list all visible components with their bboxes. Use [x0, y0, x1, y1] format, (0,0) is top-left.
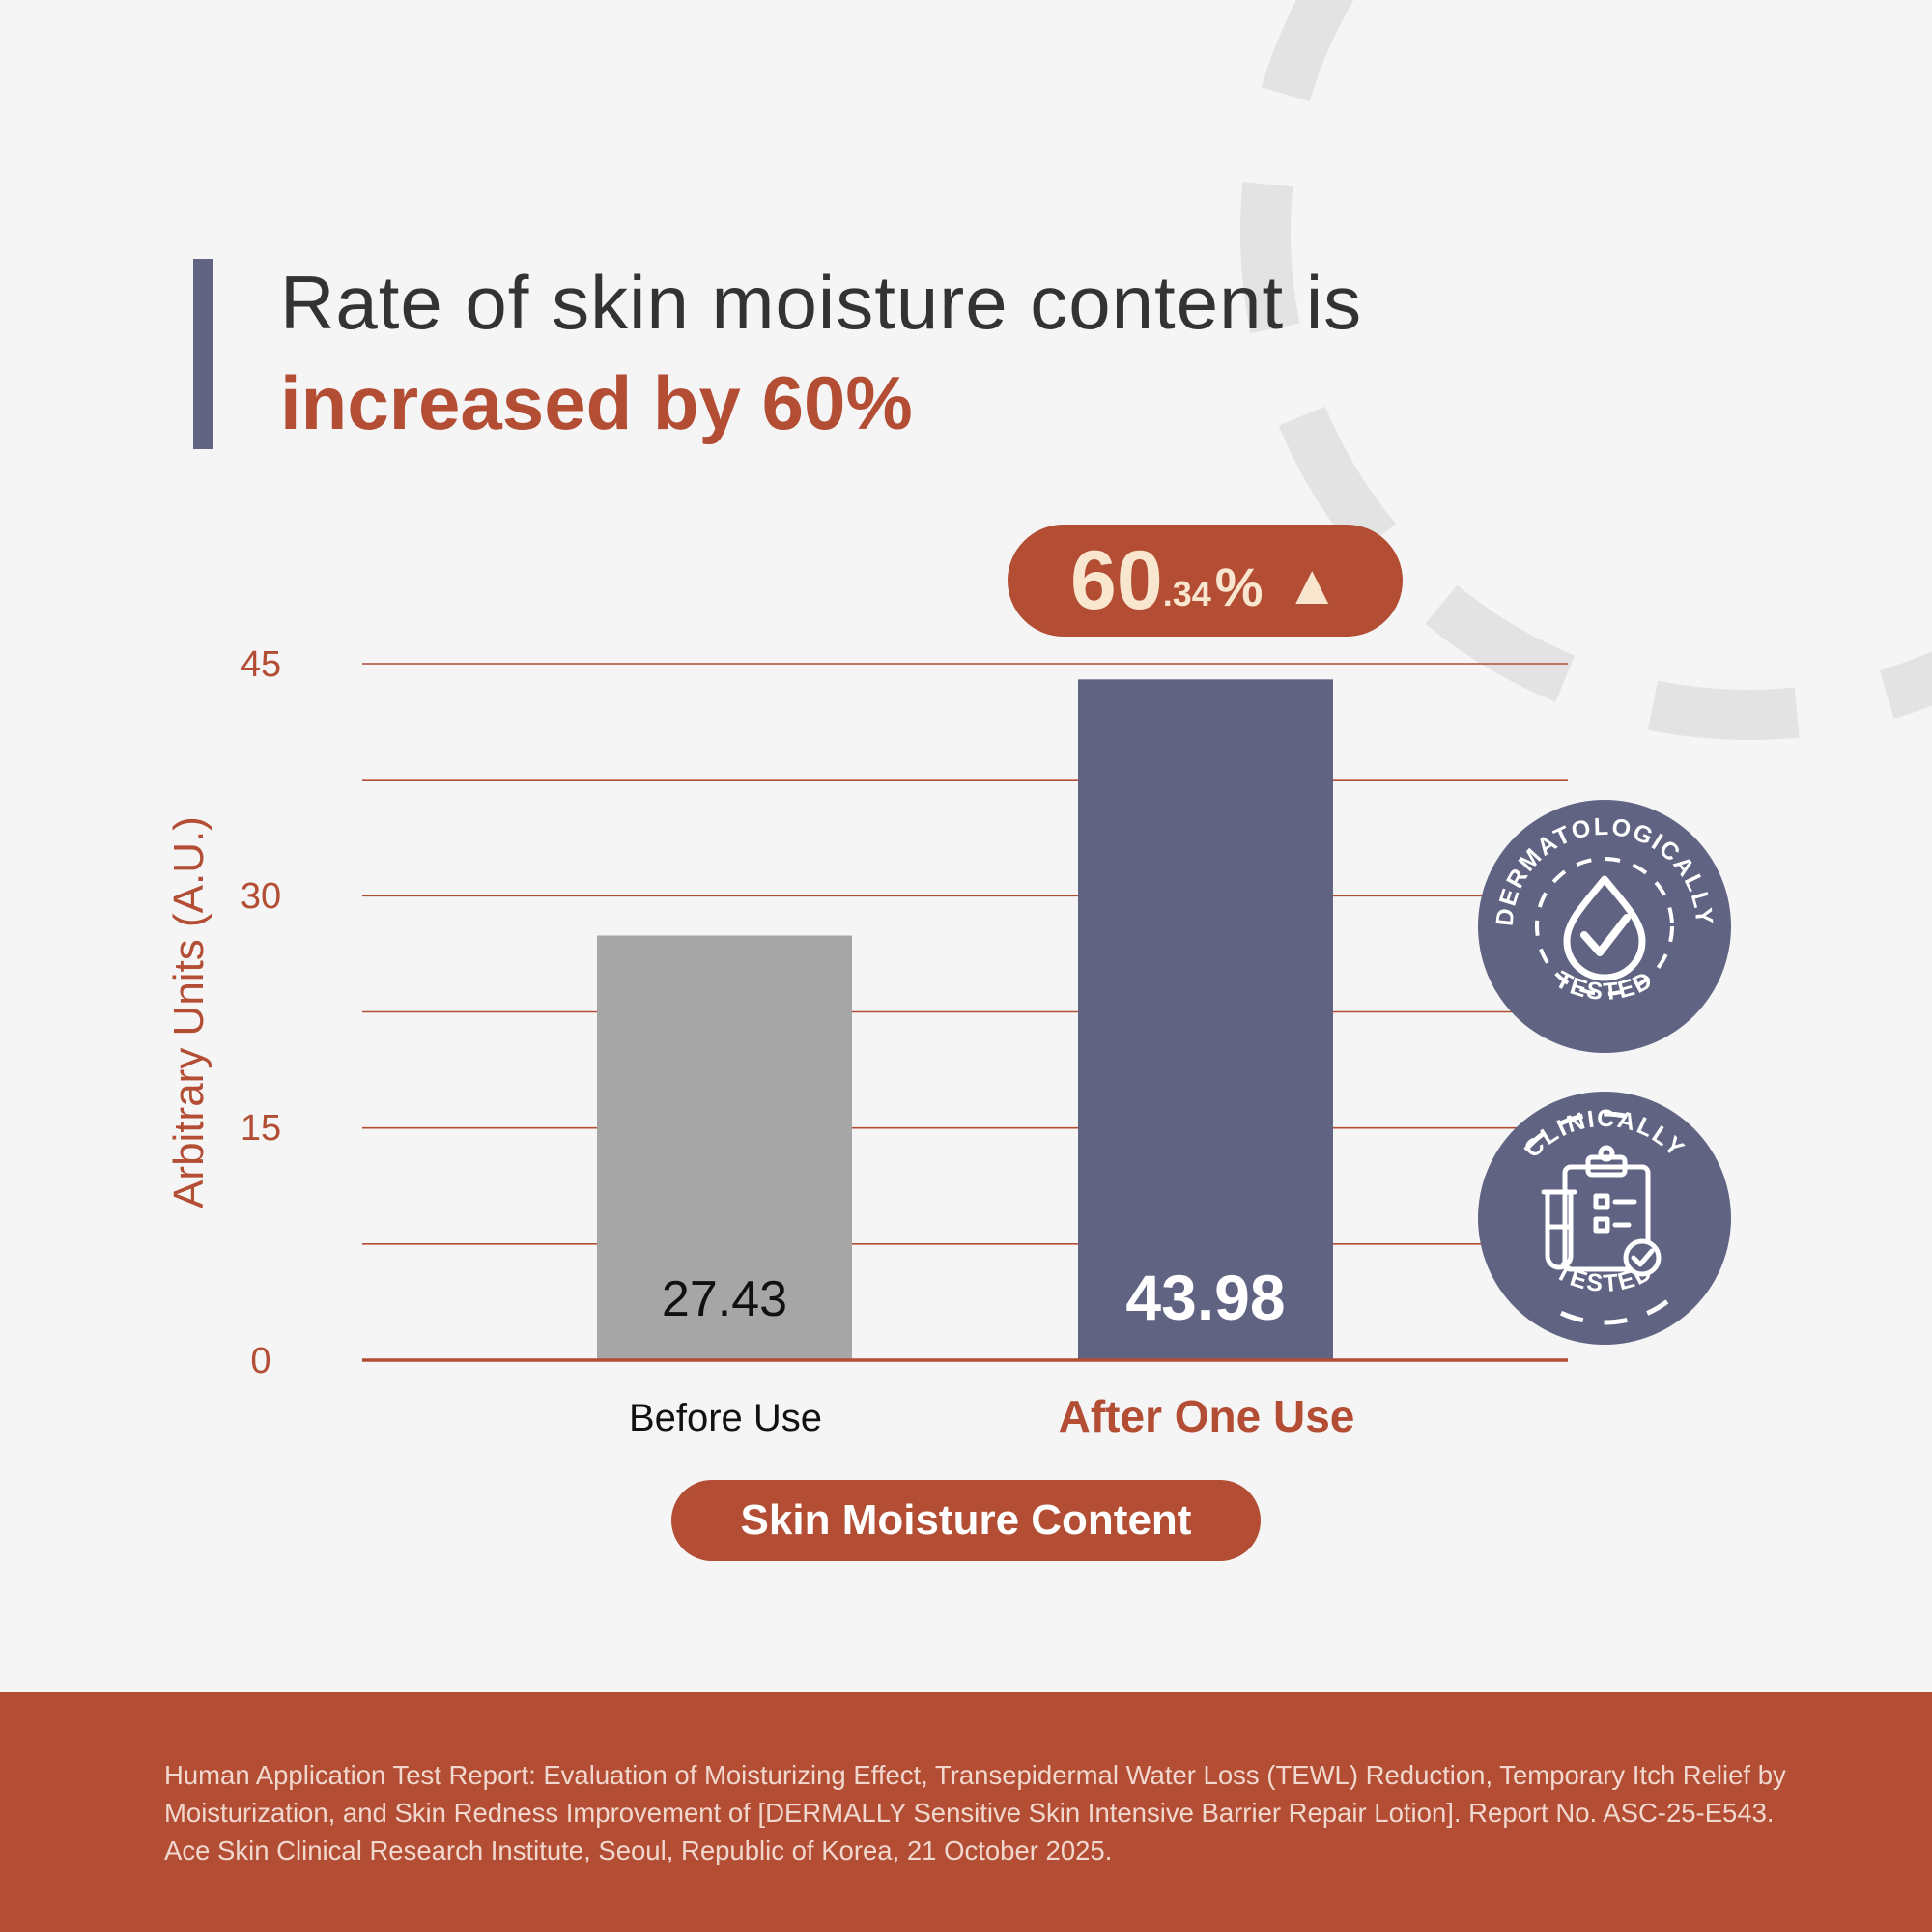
footer-band: [0, 1692, 1932, 1932]
y-tick-label: 30: [240, 876, 282, 917]
y-tick-label: 45: [240, 644, 282, 685]
y-tick-label: 0: [250, 1341, 271, 1381]
headline-line-1: Rate of skin moisture content is: [280, 260, 1363, 345]
bar-value-label: 27.43: [661, 1271, 788, 1327]
y-axis-label: Arbitrary Units (A.U.): [165, 816, 213, 1208]
increase-percent: %: [1214, 555, 1264, 617]
title-accent-bar: [193, 259, 213, 449]
x-axis-caption-text: Skin Moisture Content: [740, 1496, 1192, 1544]
increase-integer: 60: [1070, 533, 1163, 627]
footer-citation: Human Application Test Report: Evaluatio…: [164, 1760, 1786, 1865]
x-category-label: After One Use: [1058, 1391, 1355, 1441]
increase-decimal: .34: [1162, 574, 1211, 613]
clipboard-test-tube-icon: [1541, 1145, 1662, 1277]
x-axis-caption: Skin Moisture Content: [671, 1480, 1261, 1561]
increase-badge: 60.34% ▲: [1008, 525, 1403, 637]
y-tick-label: 15: [240, 1108, 282, 1149]
bar-after-one-use: [1078, 679, 1333, 1360]
headline-line-2: increased by 60%: [280, 360, 913, 445]
up-triangle-icon: ▲: [1284, 553, 1340, 616]
dermatologically-tested-badge: DERMATOLOGICALLY TESTED: [1478, 800, 1731, 1053]
bar-before-use: [597, 935, 852, 1360]
drop-check-icon: [1563, 875, 1646, 981]
bar-value-label: 43.98: [1125, 1262, 1286, 1333]
clinically-tested-badge: CLINICALLY TESTED: [1478, 1092, 1731, 1345]
x-category-label: Before Use: [628, 1397, 823, 1439]
